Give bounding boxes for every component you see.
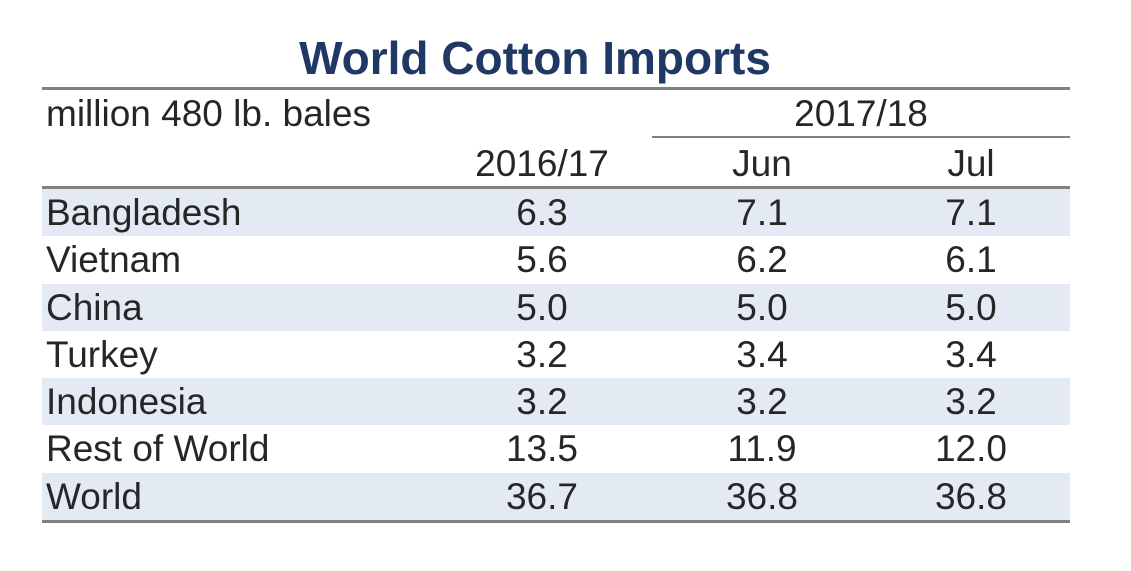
cell-value: 3.2	[516, 381, 568, 423]
cell-value: 5.0	[736, 286, 788, 328]
cell-value: 3.4	[736, 333, 788, 375]
table-row: Turkey 3.2 3.4 3.4	[42, 331, 1070, 378]
cell-value: 6.1	[945, 239, 997, 281]
header-rule	[42, 186, 1070, 189]
cell-value: 3.4	[945, 333, 997, 375]
table-row: Vietnam 5.6 6.2 6.1	[42, 236, 1070, 283]
cell-value: 11.9	[727, 428, 797, 470]
cell-value: 36.7	[505, 475, 578, 517]
cell-value: 6.3	[516, 192, 568, 233]
cell-value: 36.8	[934, 475, 1007, 517]
cell-value: 3.2	[736, 381, 788, 423]
cell-value: 5.0	[516, 286, 568, 328]
table-title: World Cotton Imports	[299, 32, 771, 84]
row-label: China	[46, 286, 143, 328]
cell-value: 3.2	[945, 381, 997, 423]
row-label: Rest of World	[46, 428, 270, 470]
row-label: Vietnam	[46, 239, 182, 281]
units-label: million 480 lb. bales	[46, 93, 371, 134]
row-label: Indonesia	[46, 381, 207, 423]
cell-value: 12.0	[934, 428, 1007, 470]
table-body: Bangladesh 6.3 7.1 7.1 Vietnam 5.6 6.2 6…	[42, 189, 1070, 521]
cell-value: 3.2	[516, 333, 568, 375]
table-row: Bangladesh 6.3 7.1 7.1	[42, 189, 1070, 237]
table-row: Indonesia 3.2 3.2 3.2	[42, 378, 1070, 426]
cell-value: 6.2	[736, 239, 788, 281]
column-header-jun: Jun	[732, 143, 792, 184]
column-group-header: 2017/18	[794, 93, 928, 134]
column-header-jul: Jul	[947, 143, 995, 184]
column-header-2016-17: 2016/17	[475, 143, 609, 184]
cell-value: 5.0	[945, 286, 997, 328]
cell-value: 13.5	[505, 428, 578, 470]
cell-value: 7.1	[945, 192, 997, 233]
table-row: World 36.7 36.8 36.8	[42, 472, 1070, 521]
cell-value: 36.8	[725, 475, 798, 517]
top-rule	[42, 87, 1070, 90]
column-group-rule	[652, 136, 1070, 138]
row-label: Turkey	[46, 333, 158, 375]
bottom-rule	[42, 520, 1070, 523]
cell-value: 7.1	[736, 192, 788, 233]
row-label: Bangladesh	[46, 192, 242, 233]
cell-value: 5.6	[516, 239, 568, 281]
row-label: World	[46, 475, 142, 517]
table-row: Rest of World 13.5 11.9 12.0	[42, 425, 1070, 472]
table-row: China 5.0 5.0 5.0	[42, 283, 1070, 331]
